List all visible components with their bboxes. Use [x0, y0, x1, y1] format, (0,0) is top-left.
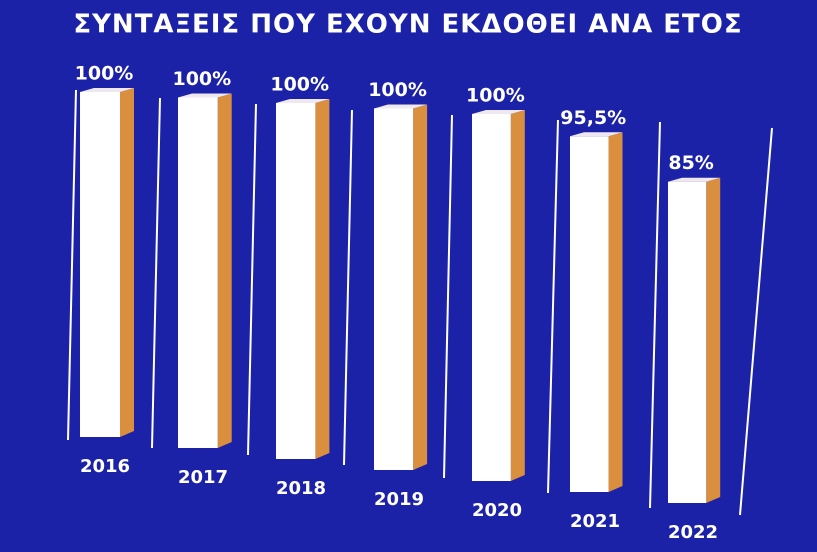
value-label: 100%	[172, 68, 231, 90]
x-tick-label: 2017	[178, 467, 228, 488]
guide-line	[247, 103, 257, 456]
bar-top	[80, 88, 134, 92]
bar-side	[706, 177, 721, 503]
guide-line	[343, 109, 353, 466]
chart-title: ΣΥΝΤΑΞΕΙΣ ΠΟΥ ΕΧΟΥΝ ΕΚΔΟΘΕΙ ΑΝΑ ΕΤΟΣ	[73, 10, 742, 40]
guide-line	[547, 119, 559, 494]
bar	[178, 97, 218, 448]
bar-top	[472, 110, 525, 114]
guide-line	[649, 121, 661, 509]
bar	[80, 92, 120, 437]
x-tick-label: 2016	[80, 456, 130, 477]
bar	[374, 108, 414, 470]
bar	[472, 114, 511, 481]
bar-side	[217, 93, 232, 448]
bar-top	[276, 99, 330, 103]
bar-side	[413, 104, 428, 470]
bar-side	[315, 99, 330, 459]
x-tick-label: 2022	[668, 522, 718, 543]
value-label: 85%	[668, 152, 713, 174]
bar-top	[374, 104, 428, 109]
decor-lines	[67, 89, 773, 516]
value-label: 100%	[368, 79, 427, 101]
value-label: 95,5%	[560, 107, 626, 129]
guide-line	[739, 127, 773, 516]
bar	[570, 136, 609, 492]
guide-line	[151, 97, 161, 449]
bar	[668, 181, 707, 503]
bar-top	[668, 177, 721, 182]
x-tick-label: 2019	[374, 489, 424, 510]
x-tick-label: 2021	[570, 511, 620, 532]
guide-line	[67, 89, 77, 441]
bar-top	[178, 93, 232, 98]
x-tick-label: 2020	[472, 500, 522, 521]
bar-side	[608, 132, 623, 492]
value-label: 100%	[466, 85, 525, 107]
bar-top	[570, 132, 623, 137]
bar-side	[120, 88, 134, 437]
x-tick-label: 2018	[276, 478, 326, 499]
value-label: 100%	[75, 63, 134, 85]
bar-side	[510, 110, 525, 481]
bar	[276, 103, 316, 459]
value-label: 100%	[270, 74, 329, 96]
guide-line	[443, 114, 453, 479]
